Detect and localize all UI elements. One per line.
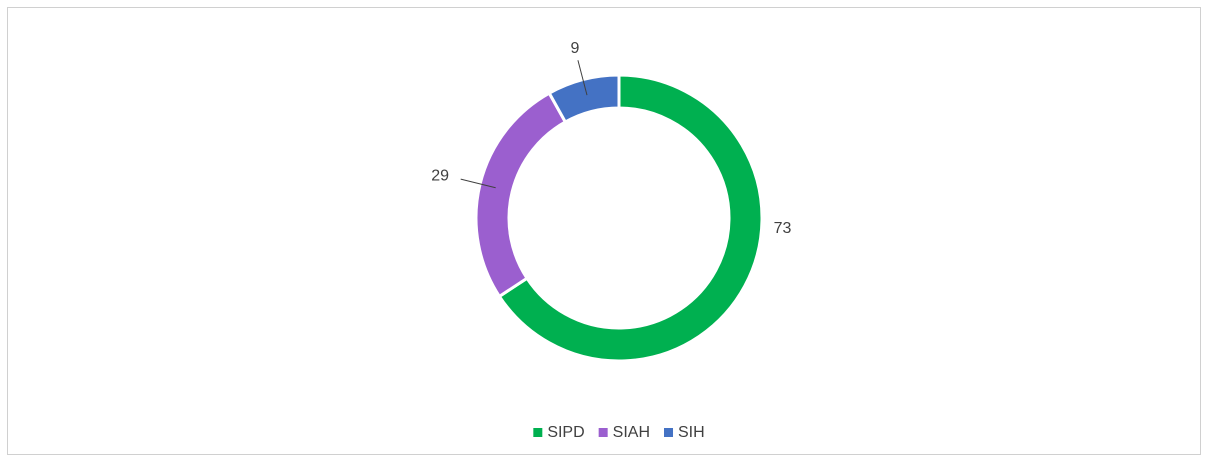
legend-swatch — [664, 428, 674, 437]
donut-segment — [497, 73, 764, 363]
legend-label: SIAH — [613, 424, 650, 441]
legend-label: SIPD — [547, 424, 584, 441]
data-label: 29 — [431, 168, 449, 185]
legend-swatch — [533, 428, 543, 437]
legend-swatch — [598, 428, 608, 437]
legend-label: SIH — [678, 424, 705, 441]
legend: SIPD SIAH SIH — [533, 424, 705, 441]
donut-segment — [547, 73, 621, 125]
data-label: 9 — [570, 40, 579, 57]
data-label: 73 — [774, 220, 792, 237]
leader-line — [460, 178, 496, 189]
leader-line — [577, 60, 588, 96]
